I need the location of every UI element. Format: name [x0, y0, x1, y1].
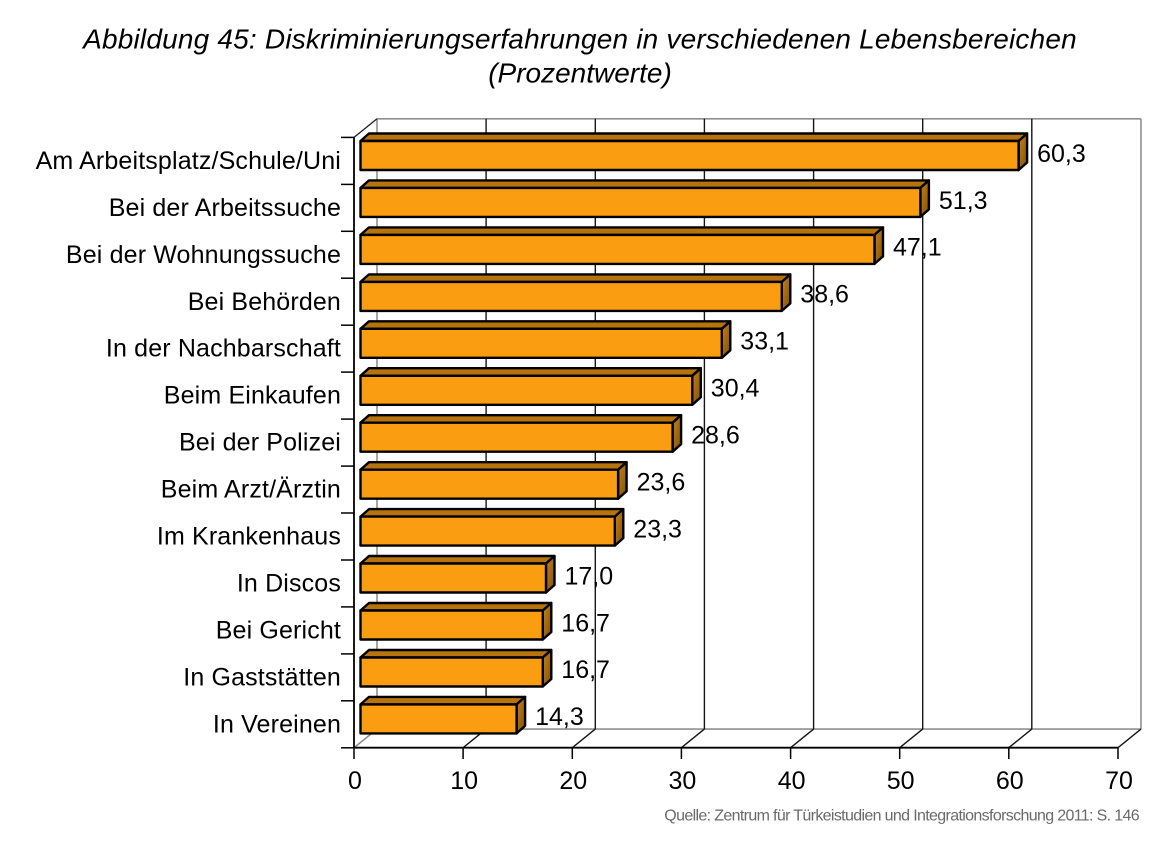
svg-text:In Vereinen: In Vereinen — [213, 710, 341, 738]
svg-text:(Prozentwerte): (Prozentwerte) — [488, 58, 672, 89]
svg-text:60: 60 — [996, 767, 1024, 795]
svg-text:40: 40 — [778, 767, 806, 795]
svg-text:30,4: 30,4 — [711, 375, 760, 403]
svg-text:60,3: 60,3 — [1037, 140, 1086, 168]
svg-text:30: 30 — [668, 767, 696, 795]
svg-text:Bei der Arbeitssuche: Bei der Arbeitssuche — [109, 194, 341, 222]
svg-text:38,6: 38,6 — [800, 281, 849, 309]
svg-text:28,6: 28,6 — [691, 422, 740, 450]
svg-text:70: 70 — [1105, 767, 1133, 795]
svg-text:Im Krankenhaus: Im Krankenhaus — [157, 523, 341, 551]
svg-text:16,7: 16,7 — [561, 609, 610, 637]
svg-text:33,1: 33,1 — [740, 328, 789, 356]
svg-text:Abbildung 45: Diskriminierungs: Abbildung 45: Diskriminierungserfahrunge… — [81, 24, 1077, 55]
svg-text:23,3: 23,3 — [633, 515, 682, 543]
svg-text:Bei der Polizei: Bei der Polizei — [179, 429, 341, 457]
svg-text:Beim Einkaufen: Beim Einkaufen — [164, 382, 341, 410]
svg-text:In der Nachbarschaft: In der Nachbarschaft — [106, 335, 341, 363]
svg-text:51,3: 51,3 — [939, 187, 988, 215]
svg-text:17,0: 17,0 — [565, 562, 614, 590]
svg-text:47,1: 47,1 — [893, 234, 942, 262]
svg-text:10: 10 — [450, 767, 478, 795]
svg-text:14,3: 14,3 — [535, 703, 584, 731]
svg-text:23,6: 23,6 — [637, 469, 686, 497]
svg-text:Beim Arzt/Ärztin: Beim Arzt/Ärztin — [161, 476, 341, 504]
svg-text:20: 20 — [559, 767, 587, 795]
svg-text:Am Arbeitsplatz/Schule/Uni: Am Arbeitsplatz/Schule/Uni — [36, 147, 341, 175]
svg-text:In Gaststätten: In Gaststätten — [183, 663, 341, 691]
svg-text:50: 50 — [887, 767, 915, 795]
svg-text:Quelle: Zentrum für Türkeistud: Quelle: Zentrum für Türkeistudien und In… — [664, 808, 1139, 825]
svg-text:Bei der Wohnungssuche: Bei der Wohnungssuche — [66, 241, 341, 269]
svg-text:0: 0 — [348, 767, 362, 795]
svg-text:In Discos: In Discos — [237, 570, 341, 598]
svg-text:Bei Gericht: Bei Gericht — [216, 616, 341, 644]
svg-text:Bei Behörden: Bei Behörden — [188, 288, 341, 316]
svg-text:16,7: 16,7 — [561, 656, 610, 684]
